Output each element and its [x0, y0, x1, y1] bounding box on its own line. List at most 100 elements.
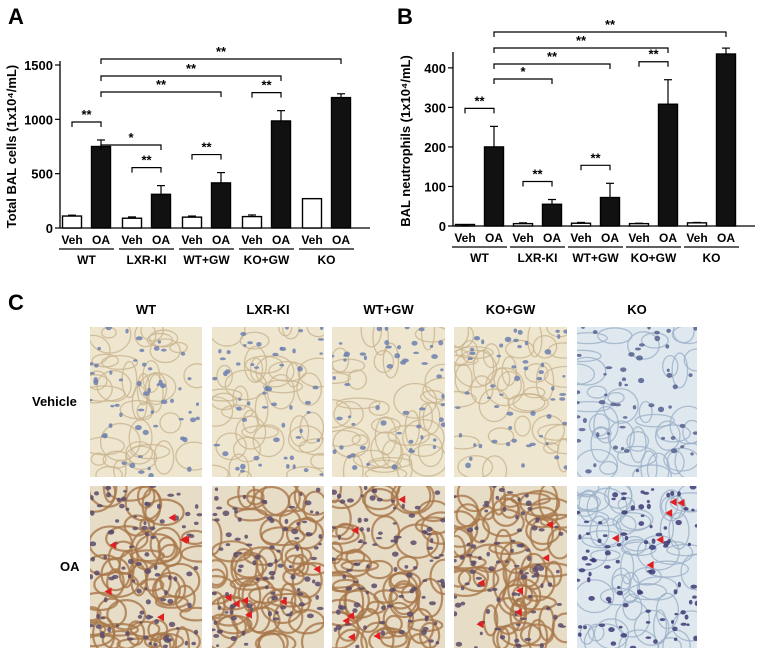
tissue-texture: [454, 486, 567, 648]
micrograph-image: [332, 327, 445, 477]
panel-letter-b: B: [397, 4, 413, 29]
arrowhead-marker: [244, 610, 252, 619]
x-tick-label: Veh: [181, 233, 202, 247]
x-tick-label: Veh: [241, 233, 262, 247]
tissue-texture: [90, 327, 202, 477]
bar-veh: [121, 217, 143, 229]
significance-marker: **: [590, 150, 601, 165]
group-label: WT: [77, 253, 96, 267]
x-tick-label: OA: [543, 231, 561, 245]
x-tick-label: OA: [152, 233, 170, 247]
arrowhead-marker: [351, 526, 359, 535]
significance-marker: **: [532, 167, 543, 182]
significance-bracket: [493, 47, 669, 53]
bar-veh: [61, 215, 83, 229]
micrograph-column-label: LXR-KI: [246, 302, 290, 317]
significance-marker: **: [547, 49, 558, 64]
arrowhead-marker: [665, 508, 673, 517]
micrograph-image: [212, 327, 324, 477]
significance-marker: **: [156, 77, 167, 92]
significance-bracket: [522, 180, 553, 187]
significance-bracket: [493, 78, 553, 84]
bar-veh: [628, 222, 650, 227]
tissue-texture: [454, 327, 567, 477]
micrograph-image: [454, 327, 567, 477]
tissue-texture: [577, 327, 697, 477]
x-tick-label: OA: [485, 231, 503, 245]
significance-bracket: [251, 92, 282, 98]
bar-veh: [241, 215, 263, 229]
y-tick-label: 100: [424, 179, 446, 194]
arrowhead-marker: [542, 553, 550, 562]
arrowhead-marker: [546, 520, 554, 529]
micrograph-column-label: KO+GW: [485, 302, 536, 317]
x-tick-label: Veh: [628, 231, 649, 245]
bar-oa: [715, 53, 737, 227]
x-tick-label: OA: [272, 233, 290, 247]
bar-oa: [330, 96, 352, 229]
group-label: KO: [318, 253, 336, 267]
y-tick-label: 1500: [24, 58, 53, 73]
significance-bracket: [131, 167, 162, 173]
arrowhead-marker: [656, 535, 664, 544]
arrowhead-marker: [232, 599, 240, 608]
arrowhead-marker: [109, 541, 117, 550]
bar-oa: [483, 146, 505, 227]
significance-marker: **: [474, 93, 485, 108]
micrograph-image: [212, 486, 324, 648]
x-tick-label: Veh: [61, 233, 82, 247]
group-label: WT: [470, 251, 489, 265]
micrograph-column-label: WT+GW: [363, 302, 414, 317]
bar-veh: [512, 222, 534, 227]
significance-marker: **: [201, 140, 212, 155]
significance-bracket: [100, 75, 282, 81]
significance-marker: **: [216, 44, 227, 59]
significance-bracket: [464, 107, 495, 114]
x-tick-label: Veh: [512, 231, 533, 245]
y-tick-label: 400: [424, 61, 446, 76]
arrowhead-marker: [279, 597, 287, 606]
arrowhead-marker: [168, 513, 176, 522]
significance-bracket: [493, 31, 727, 37]
group-label: LXR-KI: [127, 253, 167, 267]
significance-marker: *: [520, 64, 526, 79]
group-label: KO+GW: [631, 251, 677, 265]
x-tick-label: OA: [212, 233, 230, 247]
micrograph-column-label: WT: [135, 302, 157, 317]
tissue-texture: [332, 486, 445, 648]
significance-marker: **: [186, 61, 197, 76]
bar-oa: [150, 193, 172, 229]
significance-bracket: [71, 121, 102, 127]
y-axis-label: BAL neutrophils (1x10⁴/mL): [398, 55, 413, 227]
micrograph-column-label: KO: [627, 302, 647, 317]
bar-oa: [541, 203, 563, 227]
panel-letter-a: A: [8, 4, 24, 29]
y-tick-label: 0: [46, 221, 53, 236]
x-tick-label: OA: [601, 231, 619, 245]
arrowhead-marker: [346, 612, 354, 621]
significance-marker: **: [81, 107, 92, 122]
tissue-texture: [90, 486, 202, 648]
micrograph-row-label: OA: [60, 559, 80, 574]
group-label: WT+GW: [572, 251, 619, 265]
group-label: KO+GW: [244, 253, 290, 267]
significance-marker: **: [648, 47, 659, 62]
x-tick-label: OA: [717, 231, 735, 245]
significance-bracket: [638, 61, 669, 67]
x-tick-label: Veh: [301, 233, 322, 247]
significance-bracket: [580, 164, 611, 171]
y-axis-label: Total BAL cells (1x10⁴/mL): [4, 65, 19, 228]
x-tick-label: OA: [332, 233, 350, 247]
micrograph-image: [90, 486, 202, 648]
bar-veh: [686, 222, 708, 227]
arrowhead-marker: [677, 498, 685, 507]
y-tick-label: 500: [31, 167, 53, 182]
significance-marker: **: [576, 33, 587, 48]
panel-letter-c: C: [8, 290, 24, 315]
arrowhead-marker: [611, 534, 619, 543]
bar-oa: [599, 196, 621, 227]
tissue-texture: [212, 486, 324, 648]
significance-bracket: [100, 144, 162, 150]
bar-oa: [657, 103, 679, 227]
x-tick-label: OA: [659, 231, 677, 245]
